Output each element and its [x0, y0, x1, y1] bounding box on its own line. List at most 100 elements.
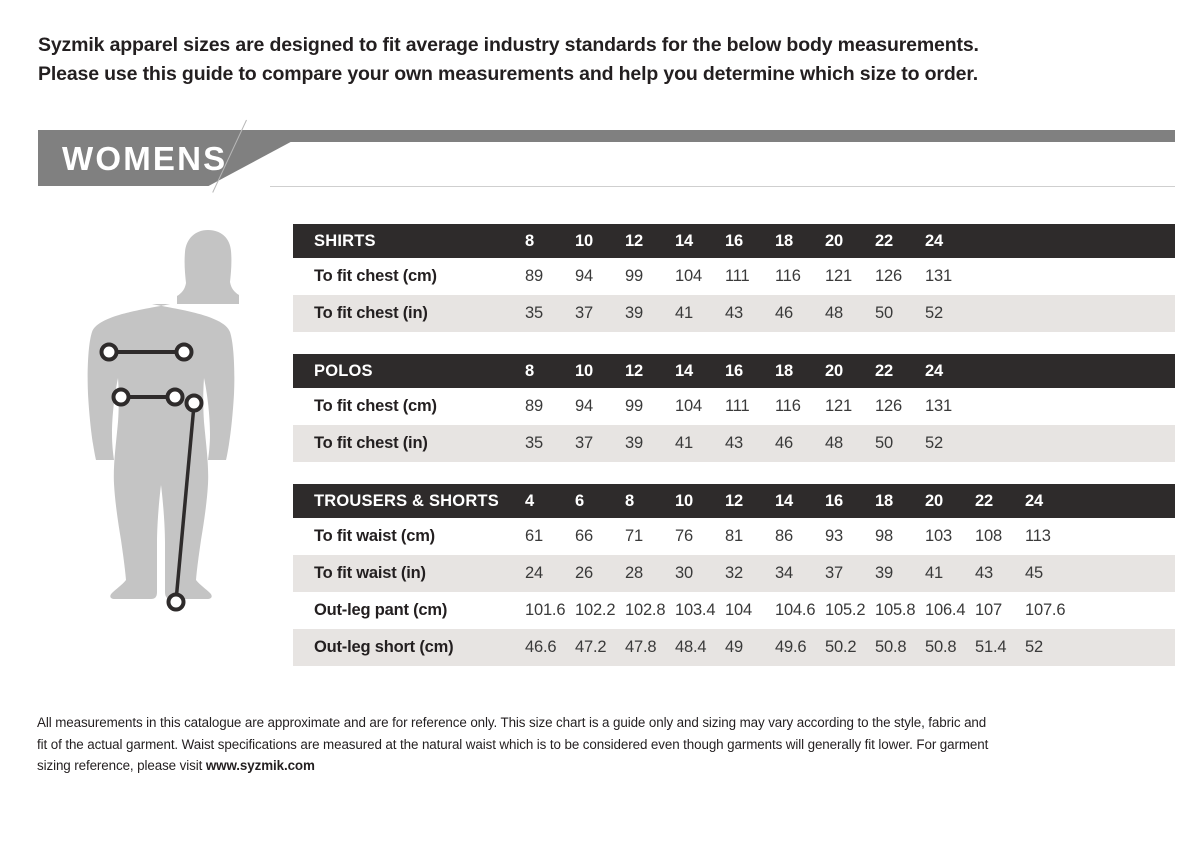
measurement-value: 43: [725, 304, 743, 322]
table-row: To fit chest (in) 35 37 39 41 43 46 48 50 52: [293, 295, 1175, 332]
measurement-value: 105.2: [825, 601, 866, 619]
table-row: To fit waist (cm) 61 66 71 76 81 86 93 98 103 108 1…: [293, 518, 1175, 555]
header-filler: [975, 354, 1175, 388]
measurement-value: 50: [875, 434, 893, 452]
measurement-row-label: To fit chest (in): [314, 304, 428, 322]
measurement-value: 102.2: [575, 601, 616, 619]
measurement-value: 126: [875, 397, 902, 415]
measurement-value: 49: [725, 638, 743, 656]
size-column-header: 14: [675, 361, 693, 380]
measurement-value: 47.8: [625, 638, 657, 656]
row-filler: [1075, 592, 1175, 629]
size-column-header: 16: [825, 491, 843, 510]
intro-line-2: Please use this guide to compare your ow…: [38, 63, 978, 85]
measurement-value: 89: [525, 267, 543, 285]
footer-line-3-text: sizing reference, please visit: [37, 758, 206, 773]
measurement-value: 37: [575, 434, 593, 452]
size-column-header: 14: [775, 491, 793, 510]
measurement-value: 86: [775, 527, 793, 545]
banner-title: WOMENS: [62, 140, 228, 177]
measurement-value: 26: [575, 564, 593, 582]
measurement-value: 103: [925, 527, 952, 545]
measurement-value: 105.8: [875, 601, 916, 619]
measurement-value: 49.6: [775, 638, 807, 656]
measurement-value: 106.4: [925, 601, 966, 619]
measurement-value: 37: [575, 304, 593, 322]
size-column-header: 22: [875, 361, 893, 380]
measurement-value: 81: [725, 527, 743, 545]
measurement-value: 116: [775, 397, 801, 415]
chest-right-node: [174, 342, 194, 362]
size-column-header: 12: [725, 491, 743, 510]
measurement-value: 46: [775, 304, 793, 322]
size-column-header: 14: [675, 231, 693, 250]
waist-right-node: [165, 387, 185, 407]
measurement-value: 121: [825, 267, 852, 285]
measurement-value: 93: [825, 527, 843, 545]
measurement-value: 102.8: [625, 601, 666, 619]
measurement-value: 50.2: [825, 638, 857, 656]
measurement-value: 131: [925, 267, 952, 285]
size-table-polos: POLOS 8 10 12 14 16 18 20 22 24 To fit chest (cm) 8…: [293, 354, 1175, 462]
table-header-row: TROUSERS & SHORTS 4 6 8 10 12 14 16 18 20 22 24: [293, 484, 1175, 518]
measurement-value: 94: [575, 397, 593, 415]
banner-bar: [38, 130, 1175, 142]
measurement-value: 108: [975, 527, 1002, 545]
measurement-value: 48.4: [675, 638, 707, 656]
measurement-value: 52: [925, 304, 943, 322]
measurement-value: 94: [575, 267, 593, 285]
size-column-header: 24: [925, 231, 943, 250]
size-table-trousers: TROUSERS & SHORTS 4 6 8 10 12 14 16 18 20 22 24 To f…: [293, 484, 1175, 666]
size-column-header: 24: [1025, 491, 1043, 510]
measurement-value: 104: [675, 267, 702, 285]
size-column-header: 24: [925, 361, 943, 380]
measurement-row-label: To fit waist (in): [314, 564, 426, 582]
measurement-value: 45: [1025, 564, 1043, 582]
outleg-bottom-node: [166, 592, 186, 612]
footer-line-2: fit of the actual garment. Waist specifi…: [37, 736, 989, 752]
row-filler: [1075, 555, 1175, 592]
measurement-value: 113: [1025, 527, 1051, 545]
measurement-value: 52: [1025, 638, 1043, 656]
measurement-value: 111: [725, 397, 750, 415]
measurement-value: 107: [975, 601, 1002, 619]
outleg-measure-line: [174, 404, 196, 602]
intro-line-1: Syzmik apparel sizes are designed to fit…: [38, 34, 979, 56]
size-column-header: 8: [625, 491, 634, 510]
row-filler: [1075, 518, 1175, 555]
body-silhouette-icon: [87, 230, 239, 599]
measurement-value: 99: [625, 267, 643, 285]
table-header-row: SHIRTS 8 10 12 14 16 18 20 22 24: [293, 224, 1175, 258]
measurement-value: 41: [925, 564, 943, 582]
measurement-value: 37: [825, 564, 843, 582]
measurement-value: 39: [625, 434, 643, 452]
table-category-label: SHIRTS: [314, 231, 376, 250]
waist-left-node: [111, 387, 131, 407]
size-column-header: 8: [525, 231, 534, 250]
size-column-header: 18: [775, 231, 793, 250]
table-category-label: POLOS: [314, 361, 373, 380]
measurement-value: 43: [975, 564, 993, 582]
size-column-header: 12: [625, 231, 643, 250]
chest-left-node: [99, 342, 119, 362]
table-row: To fit chest (in) 35 37 39 41 43 46 48 50 52: [293, 425, 1175, 462]
measurement-value: 61: [525, 527, 543, 545]
measurement-value: 41: [675, 434, 693, 452]
size-column-header: 12: [625, 361, 643, 380]
measurement-value: 50.8: [875, 638, 907, 656]
female-body-diagram: [80, 222, 280, 662]
measurement-value: 107.6: [1025, 601, 1066, 619]
size-column-header: 10: [575, 361, 593, 380]
size-column-header: 16: [725, 231, 743, 250]
website-link[interactable]: www.syzmik.com: [205, 758, 315, 773]
measurement-value: 35: [525, 304, 543, 322]
measurement-value: 101.6: [525, 601, 566, 619]
intro-paragraph: Syzmik apparel sizes are designed to fit…: [38, 31, 1158, 89]
table-row: To fit chest (cm) 89 94 99 104 111 116 121 126 13…: [293, 388, 1175, 425]
footer-line-1: All measurements in this catalogue are a…: [37, 715, 987, 730]
measurement-row-label: To fit chest (cm): [314, 267, 437, 285]
row-filler: [975, 388, 1175, 425]
measurement-row-label: To fit chest (in): [314, 434, 428, 452]
measurement-value: 28: [625, 564, 643, 582]
size-column-header: 6: [575, 491, 584, 510]
